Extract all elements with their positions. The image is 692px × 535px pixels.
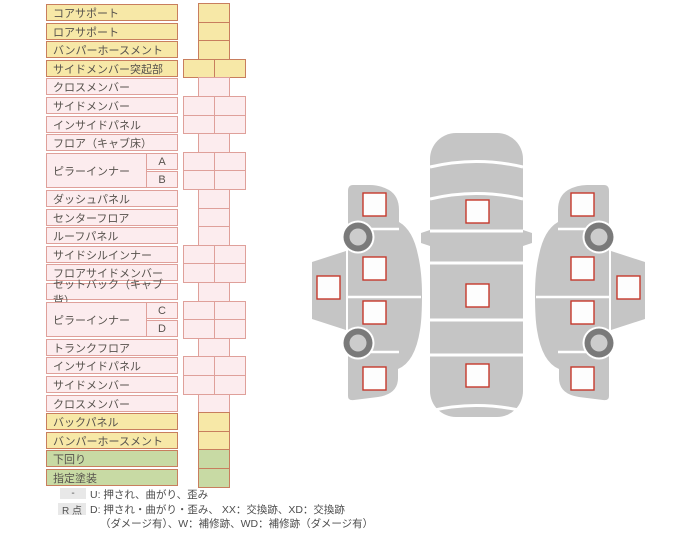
checklist-row-label: 指定塗装 bbox=[46, 469, 178, 486]
legend-line-d: D: 押され・曲がり・歪み、 XX：交換跡、XD：交換跡 bbox=[90, 504, 345, 516]
mirror-left-icon bbox=[421, 230, 430, 246]
mirror-right-icon bbox=[523, 230, 532, 246]
car-side-view-right bbox=[533, 183, 647, 402]
checklist-sub-label: D bbox=[146, 320, 178, 337]
checklist-row-label: ピラーインナー bbox=[46, 302, 147, 337]
status-cell-right bbox=[214, 59, 246, 78]
checklist-row-label: バンパーホースメント bbox=[46, 432, 178, 449]
checkpoint-trunk bbox=[465, 363, 490, 388]
checklist-row-label: インサイドパネル bbox=[46, 116, 178, 133]
status-cell-right bbox=[214, 375, 246, 395]
checklist-row-label: 下回り bbox=[46, 450, 178, 467]
checklist-row-label: サイドメンバー bbox=[46, 97, 178, 114]
checklist-row-label: トランクフロア bbox=[46, 339, 178, 356]
legend-badge-r-point: R 点 bbox=[58, 503, 86, 517]
checklist-row-label: フロアサイドメンバー bbox=[46, 264, 178, 281]
checklist-row-label: ダッシュパネル bbox=[46, 190, 178, 207]
legend-badge-minus: - bbox=[60, 488, 86, 499]
checklist-row-label: クロスメンバー bbox=[46, 78, 178, 95]
status-cell-right bbox=[214, 170, 246, 190]
checklist-row-label: バックパネル bbox=[46, 413, 178, 430]
checkpoint-hood bbox=[465, 199, 490, 224]
checklist-row-label: ルーフパネル bbox=[46, 227, 178, 244]
legend-line-d-continued: （ダメージ有）、W：補修跡、WD：補修跡（ダメージ有） bbox=[100, 518, 374, 530]
status-cell-right bbox=[214, 115, 246, 134]
status-cell-right bbox=[214, 319, 246, 339]
car-side-view-left bbox=[310, 183, 424, 402]
checklist-row-label: クロスメンバー bbox=[46, 395, 178, 412]
checklist-row-label: サイドメンバー突起部 bbox=[46, 60, 178, 77]
checklist-row-label: サイドシルインナー bbox=[46, 246, 178, 263]
checklist-row-label: サイドメンバー bbox=[46, 376, 178, 393]
checklist-row-label: インサイドパネル bbox=[46, 357, 178, 374]
checklist-row-label: ロアサポート bbox=[46, 23, 178, 40]
checklist-row-label: コアサポート bbox=[46, 4, 178, 21]
checklist-sub-label: B bbox=[146, 171, 178, 188]
checklist-row-label: センターフロア bbox=[46, 209, 178, 226]
car-top-view bbox=[421, 133, 532, 417]
checkpoint-roof bbox=[465, 283, 490, 308]
checklist-sub-label: A bbox=[146, 153, 178, 170]
checklist-sub-label: C bbox=[146, 302, 178, 319]
status-cell bbox=[198, 468, 230, 488]
checklist-row-label: ピラーインナー bbox=[46, 153, 147, 188]
status-cell-right bbox=[214, 263, 246, 283]
legend-line-u: U: 押され、曲がり、歪み bbox=[90, 489, 209, 501]
checklist-row-label: フロア（キャブ床） bbox=[46, 134, 178, 151]
checklist-row-label: バンパーホースメント bbox=[46, 41, 178, 58]
